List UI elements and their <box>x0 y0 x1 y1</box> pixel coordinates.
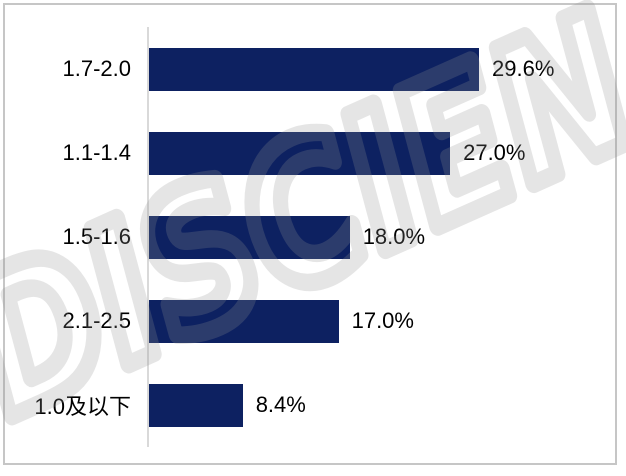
value-label: 18.0% <box>362 224 426 249</box>
bar-row: 2.1-2.5 17.0% <box>5 279 615 363</box>
value-label: 17.0% <box>351 308 414 333</box>
value-label: 29.6% <box>492 56 555 81</box>
category-label: 1.1-1.4 <box>62 140 132 165</box>
bar-row: 1.7-2.0 29.6% <box>5 27 615 111</box>
y-axis-line <box>147 27 149 447</box>
bar-rows: 1.7-2.0 29.6% 1.1-1.4 27.0% 1.5-1.6 18.0… <box>5 27 615 447</box>
value-label: 27.0% <box>463 140 526 165</box>
bar <box>149 299 339 343</box>
bar-row: 1.5-1.6 18.0% <box>5 195 615 279</box>
category-label: 1.5-1.6 <box>62 224 132 249</box>
category-label: 2.1-2.5 <box>62 308 132 333</box>
category-label: 1.7-2.0 <box>62 56 132 81</box>
bar-row: 1.0及以下 8.4% <box>5 363 615 447</box>
value-label: 8.4% <box>255 392 306 417</box>
bar <box>149 131 451 175</box>
category-label: 1.0及以下 <box>34 394 131 419</box>
bar <box>149 215 350 259</box>
bar <box>149 47 479 91</box>
bar-row: 1.1-1.4 27.0% <box>5 111 615 195</box>
bar <box>149 383 243 427</box>
chart-frame: 1.7-2.0 29.6% 1.1-1.4 27.0% 1.5-1.6 18.0… <box>3 3 617 465</box>
